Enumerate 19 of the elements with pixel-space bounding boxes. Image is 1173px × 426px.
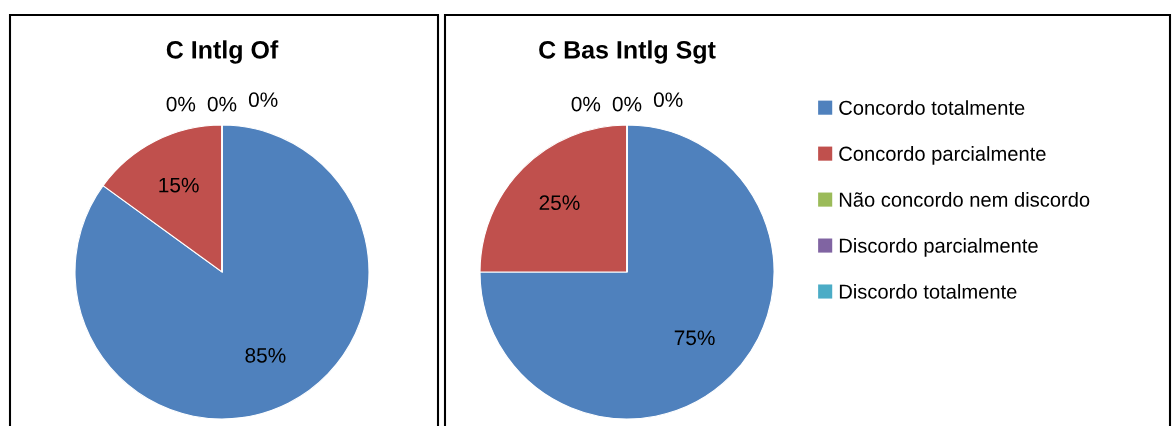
legend-label: Discordo totalmente	[839, 283, 1017, 299]
text: 0%	[612, 96, 642, 112]
pie-slice	[74, 124, 370, 420]
data-label: 85%	[245, 347, 286, 363]
legend-label: Concordo parcialmente	[839, 146, 1046, 165]
legend-label: Discordo parcialmente	[839, 238, 1038, 257]
legend-label: Não concordo nem discordo	[839, 192, 1090, 207]
pie-slice	[479, 124, 775, 420]
text: 0%	[653, 92, 683, 108]
data-label: 25%	[539, 195, 580, 211]
legend-label: Concordo totalmente	[839, 100, 1025, 115]
chart-title: C Bas Intlg Sgt	[539, 40, 716, 64]
chart-title: C Intlg Of	[166, 40, 279, 64]
data-label: 75%	[674, 330, 715, 346]
text: 0%	[248, 92, 278, 108]
data-label: 15%	[159, 177, 199, 193]
text: 0%	[571, 96, 601, 112]
text: 0%	[166, 96, 196, 112]
text: 0%	[207, 96, 237, 112]
